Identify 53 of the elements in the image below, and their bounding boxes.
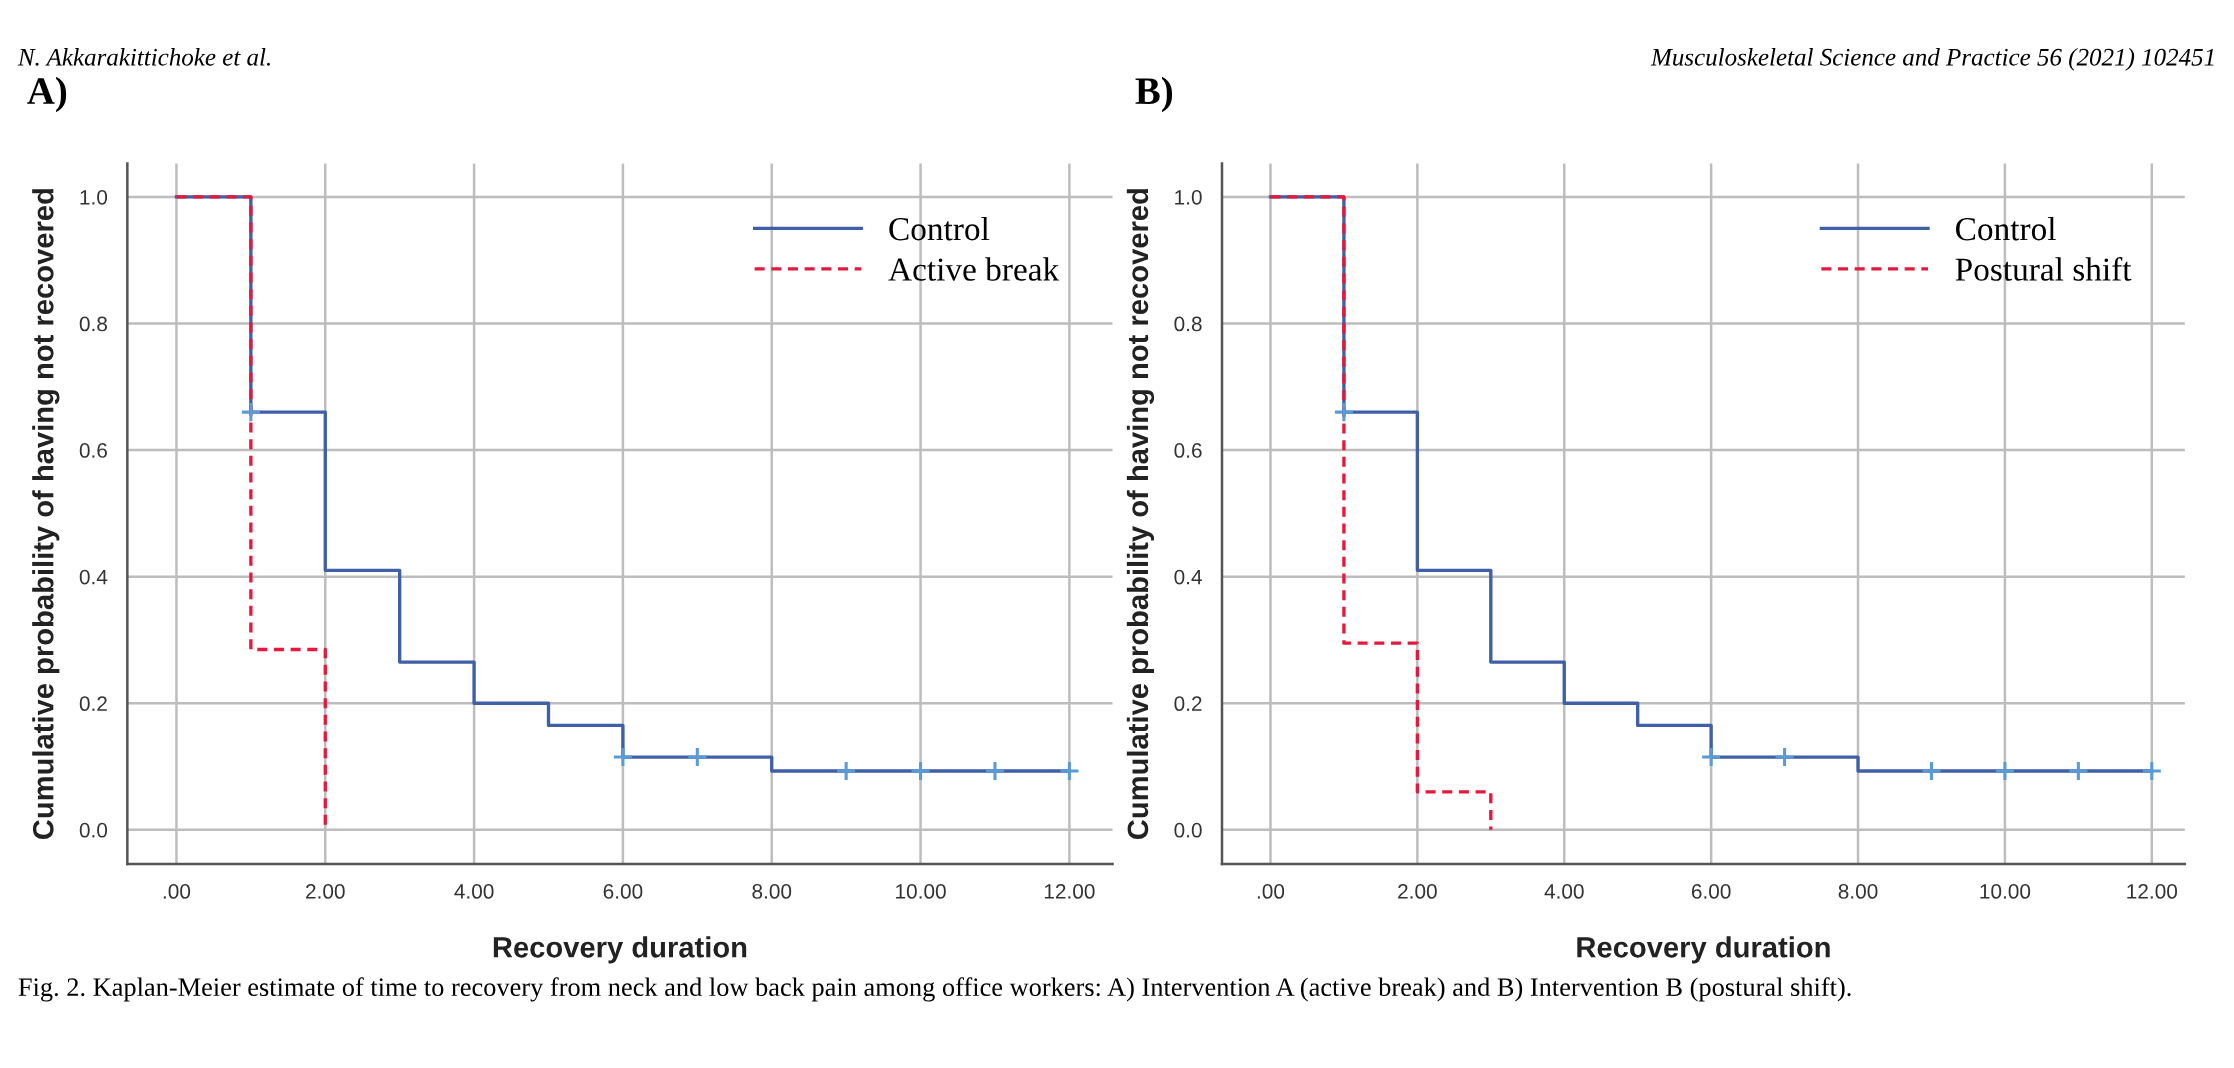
x-tick-label: 6.00 [1691, 884, 1731, 899]
text: Musculoskeletal Science and Practice 56 (2021) 102451 [1650, 48, 2214, 71]
x-tick-label: 12.00 [2127, 884, 2178, 899]
y-axis-title: Cumulative probability of having not recovered [32, 189, 60, 840]
point [612, 746, 634, 768]
point [909, 760, 932, 782]
x-tick-label: 2.00 [306, 884, 345, 899]
y-tick-label: 0.4 [79, 569, 108, 585]
point [1774, 746, 1796, 768]
legend-label: Control [889, 216, 990, 241]
legend-label: Postural shift [1955, 257, 2132, 281]
x-tick-label: 6.00 [603, 884, 643, 899]
x-tick-label: 4.00 [454, 884, 494, 899]
chart-title: B) [1135, 76, 1173, 113]
y-tick-label: 0.8 [79, 316, 107, 332]
point [240, 401, 262, 423]
caption: Fig. 2. Kaplan-Meier estimate of time to recovery from neck and low back pain among office workers: A) Intervention A (active break) and B) Intervention B (postural shift). [18, 977, 1851, 1002]
point [1920, 760, 1943, 782]
chart-title: A) [27, 76, 67, 113]
point [984, 760, 1006, 782]
legend-label: Active break [888, 257, 1060, 281]
x-tick-label: 8.00 [752, 884, 792, 899]
y-tick-label: 0.6 [1174, 443, 1202, 458]
x-tick-label: 8.00 [1838, 884, 1878, 899]
x-tick-label: 10.00 [896, 884, 946, 899]
y-tick-label: 0.0 [79, 822, 108, 838]
legend-label: Control [1956, 216, 2056, 241]
x-axis-title: Recovery duration [493, 936, 747, 964]
point [835, 760, 857, 782]
x-tick-label: .00 [163, 884, 191, 899]
point [686, 746, 708, 768]
y-tick-label: 1.0 [80, 189, 108, 205]
y-tick-label: 0.0 [1174, 822, 1202, 838]
point [1700, 746, 1722, 768]
y-axis-title: Cumulative probability of having not recovered [1126, 189, 1155, 840]
text: N. Akkarakittichoke et al. [17, 48, 270, 66]
y-tick-label: 0.8 [1174, 316, 1202, 332]
x-tick-label: .00 [1257, 884, 1285, 899]
y-tick-label: 0.2 [79, 696, 107, 712]
y-tick-label: 0.6 [79, 443, 107, 458]
point [1333, 401, 1355, 423]
point [1994, 760, 2016, 782]
x-tick-label: 2.00 [1398, 884, 1437, 899]
x-tick-label: 4.00 [1544, 884, 1584, 899]
x-tick-label: 12.00 [1044, 884, 1095, 899]
point [1058, 760, 1080, 782]
y-tick-label: 0.4 [1174, 569, 1202, 585]
y-tick-label: 1.0 [1175, 189, 1202, 205]
x-axis-title: Recovery duration [1577, 936, 1830, 964]
point [2141, 760, 2163, 782]
point [2067, 760, 2089, 782]
y-tick-label: 0.2 [1174, 696, 1202, 712]
x-tick-label: 10.00 [1980, 884, 2031, 899]
